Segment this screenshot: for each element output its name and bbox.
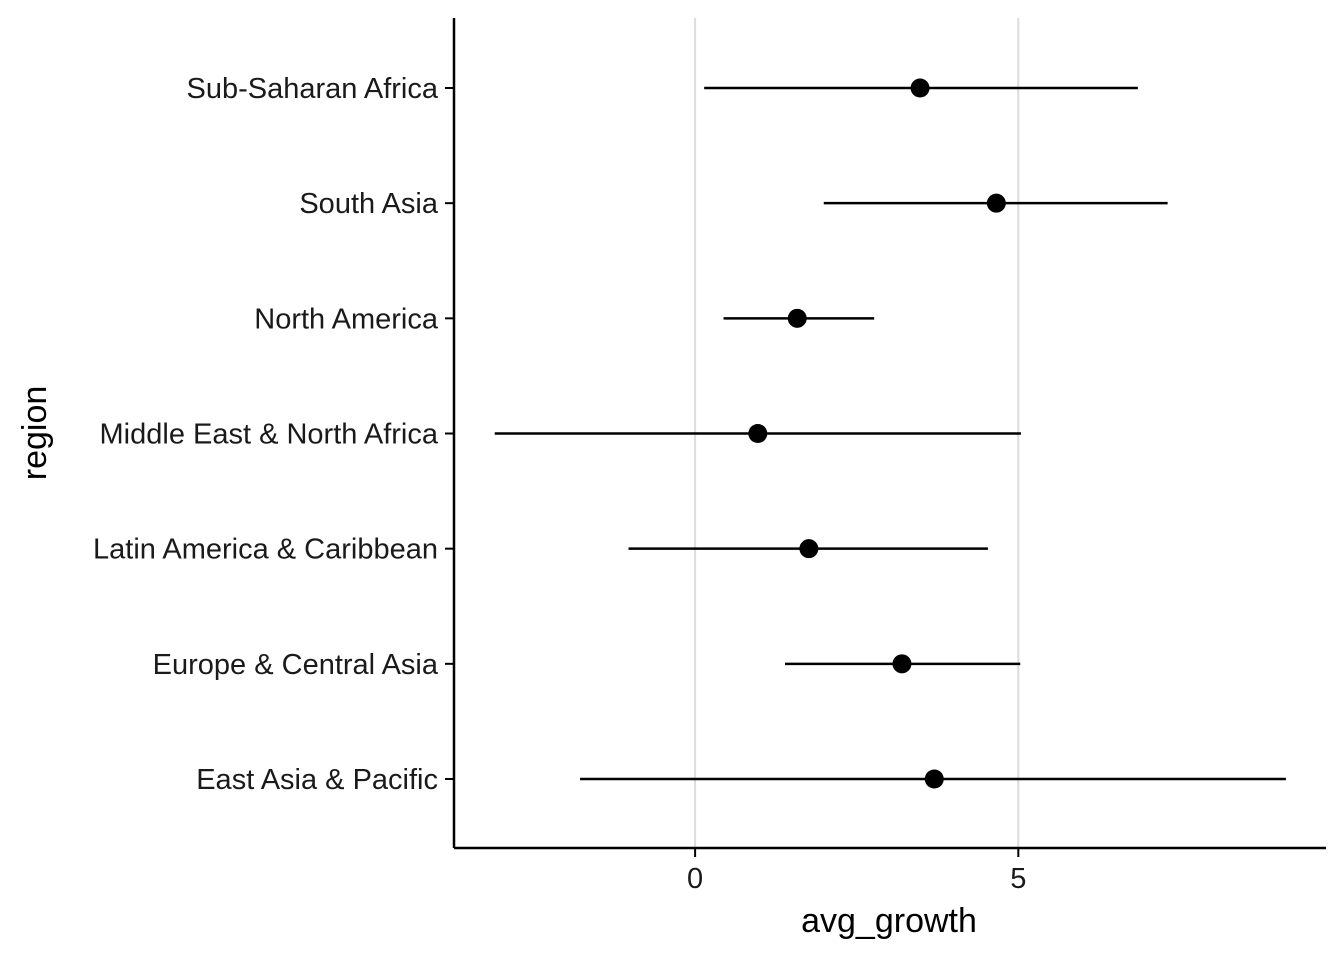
error-bar-layer — [494, 86, 1286, 781]
y-tick-label: Sub-Saharan Africa — [187, 73, 439, 105]
tick-label-layer: 0 5 East Asia & Pacific Europe & Central As… — [93, 73, 1026, 895]
data-point — [892, 654, 912, 674]
y-tick-label: East Asia & Pacific — [196, 764, 438, 796]
data-point — [787, 308, 807, 328]
data-point — [986, 193, 1006, 213]
x-tick-label: 5 — [1010, 863, 1026, 895]
x-axis-title: avg_growth — [801, 902, 977, 940]
data-point — [910, 78, 930, 98]
y-tick-label: Latin America & Caribbean — [93, 534, 438, 566]
axis-layer — [445, 18, 1326, 857]
point-layer — [748, 78, 1006, 789]
y-tick-label: South Asia — [299, 188, 439, 220]
y-tick-label: Middle East & North Africa — [100, 419, 439, 451]
data-point — [748, 424, 768, 443]
data-point — [799, 539, 819, 559]
y-tick-label: North America — [254, 303, 439, 335]
x-tick-label: 0 — [687, 863, 703, 895]
y-tick-label: Europe & Central Asia — [153, 649, 439, 681]
y-axis-title: region — [16, 386, 54, 481]
data-point — [924, 769, 944, 789]
